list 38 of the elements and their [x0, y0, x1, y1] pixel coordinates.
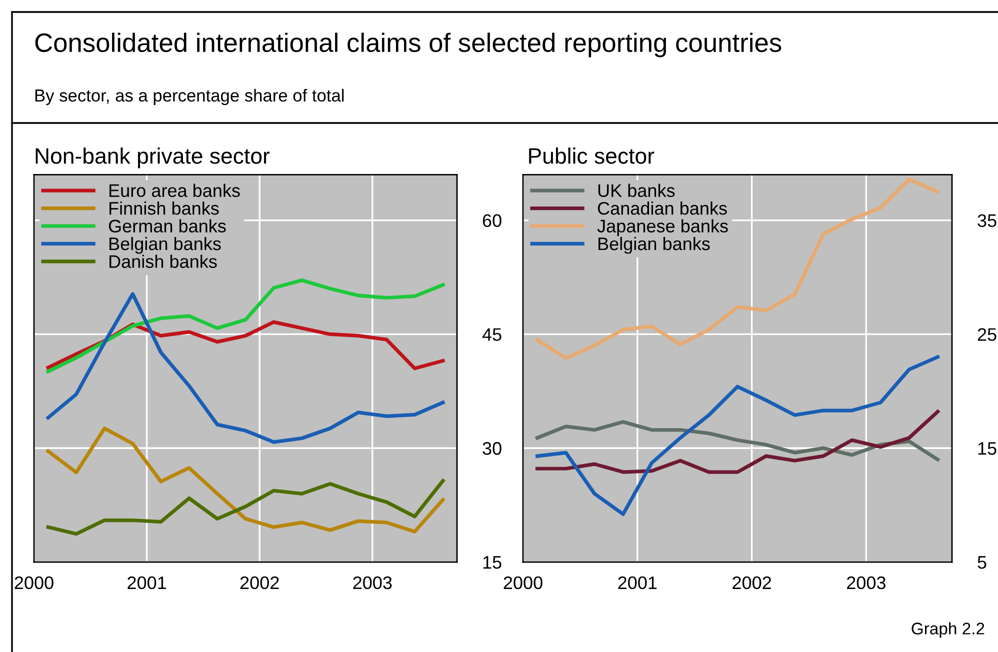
y-tick-label: 15 — [483, 556, 502, 569]
y-tick-label: 45 — [482, 328, 502, 341]
text: By sector, as a percentage share of total — [35, 88, 344, 106]
legend-label: Japanese banks — [597, 219, 728, 236]
x-tick-label: 2002 — [240, 576, 279, 590]
legend-label: Belgian banks — [598, 236, 710, 254]
line-series — [46, 426, 445, 534]
line-series — [535, 355, 940, 516]
chart-title: Non-bank private sector — [36, 148, 270, 168]
line-series — [46, 278, 445, 374]
y-tick-label: 5 — [978, 556, 986, 569]
x-tick-label: 2003 — [847, 576, 886, 590]
legend-label: German banks — [108, 219, 226, 232]
y-tick-label: 30 — [482, 442, 502, 455]
legend-label: Finnish banks — [110, 202, 219, 215]
y-tick-label: 25 — [978, 328, 996, 341]
x-tick-label: 2001 — [618, 576, 657, 590]
line-series — [46, 292, 445, 444]
legend-label: Canadian banks — [598, 202, 727, 215]
line-series — [535, 177, 940, 360]
legend-label: Euro area banks — [110, 184, 240, 198]
chart-title: Public sector — [529, 148, 654, 164]
x-tick-label: 2000 — [504, 576, 542, 590]
x-tick-label: 2001 — [128, 576, 166, 590]
line-series — [535, 410, 940, 474]
x-tick-label: 2003 — [353, 576, 392, 590]
y-tick-label: 35 — [978, 214, 996, 228]
legend-label: Belgian banks — [110, 236, 221, 254]
line-series — [535, 420, 940, 462]
y-tick-label: 15 — [978, 442, 996, 455]
legend-label: Danish banks — [110, 254, 217, 268]
text: Consolidated international claims of selected reporting countries — [35, 32, 782, 58]
x-tick-label: 2000 — [14, 576, 54, 590]
legend-label: UK banks — [598, 184, 675, 198]
caption: Graph 2.2 — [912, 622, 984, 638]
y-tick-label: 60 — [482, 214, 502, 228]
x-tick-label: 2002 — [732, 576, 771, 590]
line-series — [46, 478, 445, 536]
